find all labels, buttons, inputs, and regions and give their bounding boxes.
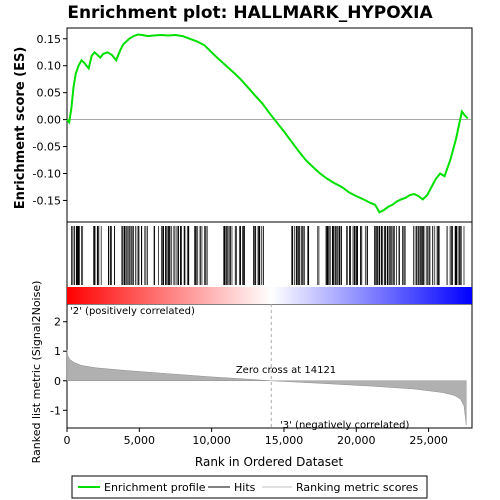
x-tick-label: 15,000 [265,434,304,447]
rank-colorbar [67,287,472,304]
x-tick-label: 5,000 [124,434,156,447]
x-tick-label: 25,000 [409,434,448,447]
positively-correlated-label: '2' (positively correlated) [70,306,195,317]
enrichment-profile-line [66,33,469,214]
es-ytick-label: 0.15 [37,33,62,46]
metric-ytick-label: 0 [54,375,61,388]
metric-ytick-label: -1 [50,404,61,417]
x-tick-label: 10,000 [192,434,231,447]
metric-ylabel: Ranked list metric (Signal2Noise) [30,281,43,464]
ranking-metric-area [66,349,467,426]
es-ytick-label: 0.00 [37,114,62,127]
es-ytick-label: -0.05 [33,141,61,154]
legend-label-hits: Hits [234,481,256,494]
chart-title: Enrichment plot: HALLMARK_HYPOXIA [67,3,433,23]
es-panel [66,27,473,223]
es-layer: 0.15 0.10 0.05 0.00 -0.05 -0.10 -0.15 [33,33,472,214]
metric-layer: 2 1 0 -1 0 5,000 10,000 15,000 20,000 25,000 [50,304,467,447]
es-ylabel: Enrichment score (ES) [13,47,28,210]
legend-label-ranking: Ranking metric scores [296,481,418,494]
legend-label-enrichment: Enrichment profile [104,481,206,494]
es-ytick-label: -0.10 [33,168,61,181]
metric-ytick-label: 1 [54,345,61,358]
es-ytick-label: -0.15 [33,194,61,207]
metric-ytick-label: 2 [54,316,61,329]
hits-layer [71,226,465,285]
es-ytick-label: 0.05 [37,87,62,100]
negatively-correlated-label: '3' (negatively correlated) [280,420,409,431]
x-tick-label: 0 [64,434,71,447]
zero-cross-label: Zero cross at 14121 [236,365,336,376]
x-tick-label: 20,000 [337,434,376,447]
legend-box [71,475,428,499]
x-axis-label: Rank in Ordered Dataset [195,455,343,469]
es-ytick-label: 0.10 [37,60,62,73]
